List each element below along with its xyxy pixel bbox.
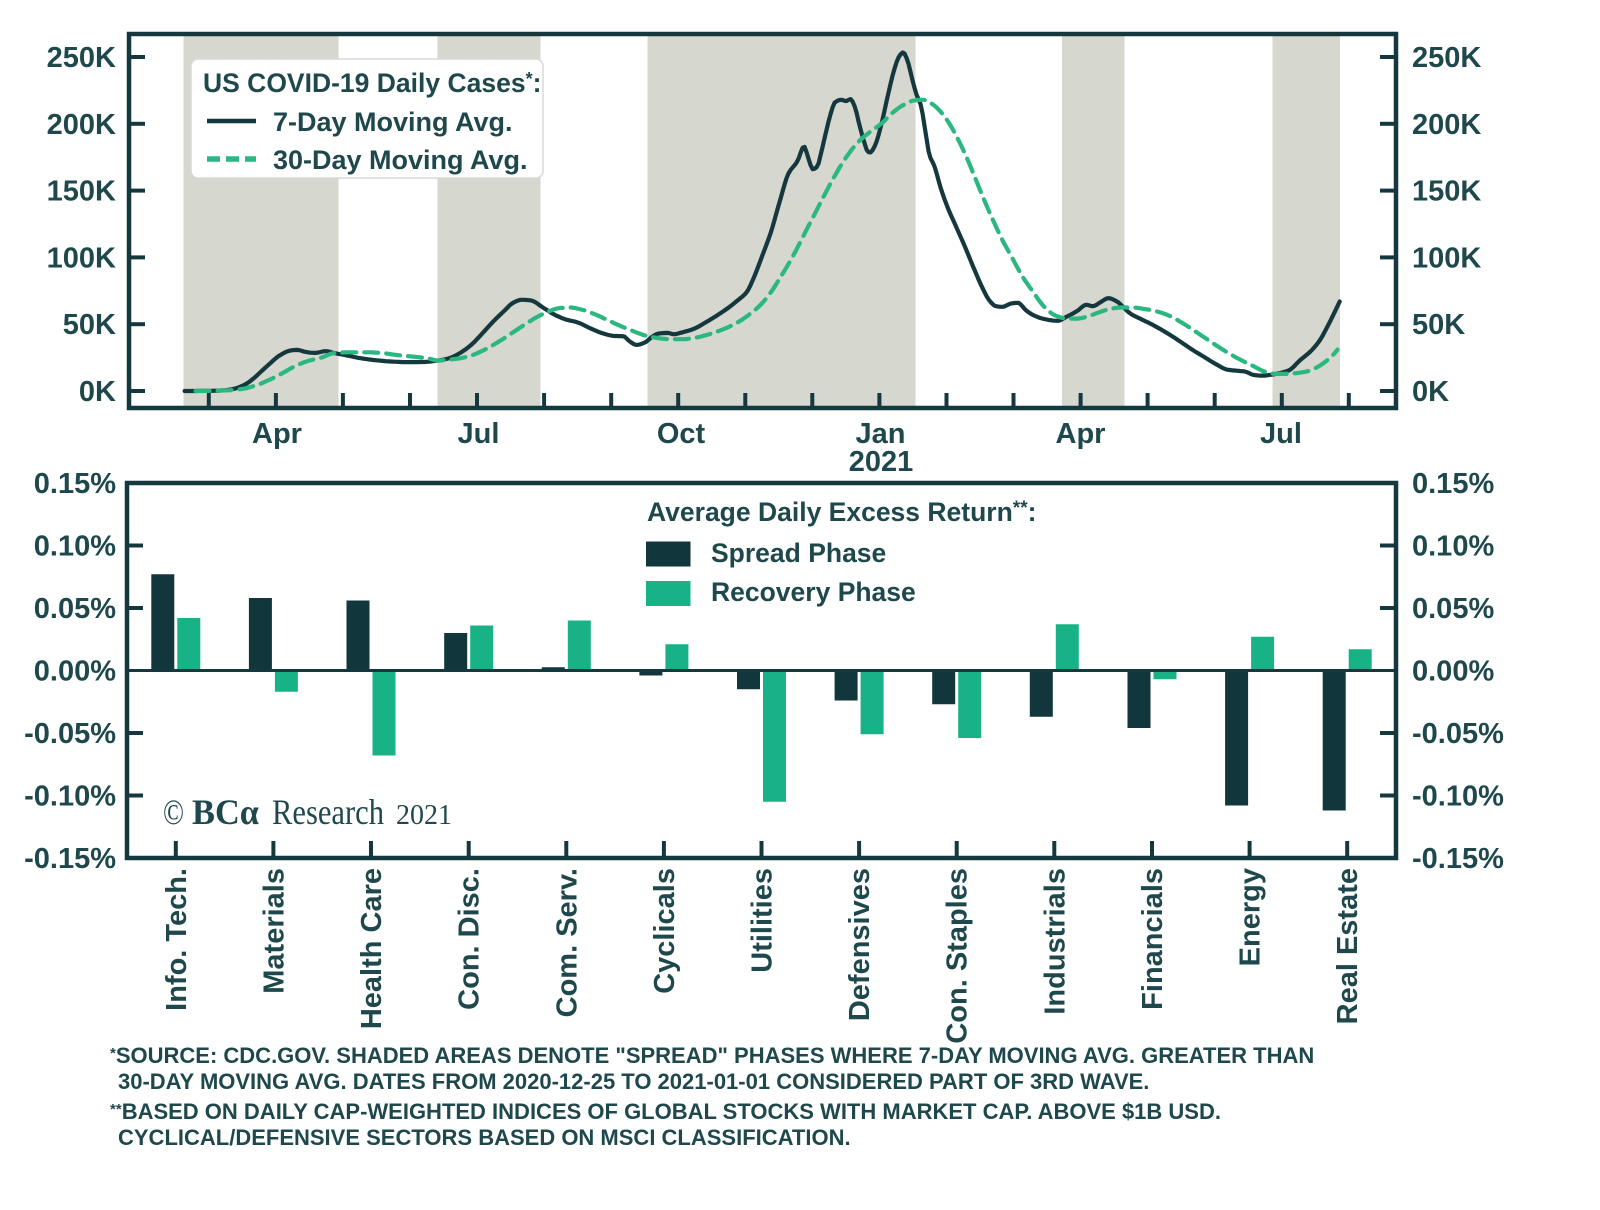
svg-text:Average Daily Excess Return**:: Average Daily Excess Return**: xyxy=(647,497,1036,527)
svg-text:-0.10%: -0.10% xyxy=(24,781,116,813)
svg-text:Apr: Apr xyxy=(1056,418,1106,450)
svg-text:0.15%: 0.15% xyxy=(1412,468,1494,500)
svg-text:0.05%: 0.05% xyxy=(1412,593,1494,625)
svg-text:Info. Tech.: Info. Tech. xyxy=(161,868,193,1011)
svg-text:**BASED ON DAILY CAP-WEIGHTED: **BASED ON DAILY CAP-WEIGHTED INDICES OF… xyxy=(110,1099,1221,1124)
svg-text:Jan: Jan xyxy=(856,418,906,450)
svg-text:Health Care: Health Care xyxy=(356,868,388,1029)
svg-text:BCα: BCα xyxy=(192,792,259,832)
svg-text:150K: 150K xyxy=(1412,176,1481,208)
svg-text:Jul: Jul xyxy=(1260,418,1302,450)
svg-text:100K: 100K xyxy=(47,242,116,274)
svg-text:50K: 50K xyxy=(63,309,116,341)
svg-text:2021: 2021 xyxy=(396,799,452,831)
svg-text:100K: 100K xyxy=(1412,242,1481,274)
svg-text:Defensives: Defensives xyxy=(844,868,876,1021)
svg-text:Oct: Oct xyxy=(657,418,706,450)
svg-text:-0.15%: -0.15% xyxy=(1412,843,1504,875)
svg-text:30-Day Moving Avg.: 30-Day Moving Avg. xyxy=(273,145,528,175)
svg-text:Real Estate: Real Estate xyxy=(1332,868,1364,1024)
svg-text:US COVID-19 Daily Cases*:: US COVID-19 Daily Cases*: xyxy=(203,68,541,98)
svg-text:Con. Disc.: Con. Disc. xyxy=(454,868,486,1010)
svg-text:Com. Serv.: Com. Serv. xyxy=(551,868,583,1017)
svg-text:Recovery Phase: Recovery Phase xyxy=(711,577,916,607)
svg-text:0K: 0K xyxy=(1412,376,1449,408)
svg-text:250K: 250K xyxy=(47,42,116,74)
svg-text:Con. Staples: Con. Staples xyxy=(942,868,974,1044)
svg-text:Utilities: Utilities xyxy=(747,868,779,973)
svg-text:0.05%: 0.05% xyxy=(34,593,116,625)
svg-text:Jul: Jul xyxy=(458,418,500,450)
svg-text:0K: 0K xyxy=(79,376,116,408)
svg-text:-0.15%: -0.15% xyxy=(24,843,116,875)
svg-text:Apr: Apr xyxy=(252,418,302,450)
svg-text:0.00%: 0.00% xyxy=(34,656,116,688)
svg-text:200K: 200K xyxy=(47,109,116,141)
svg-text:0.10%: 0.10% xyxy=(1412,531,1494,563)
svg-text:200K: 200K xyxy=(1412,109,1481,141)
svg-text:250K: 250K xyxy=(1412,42,1481,74)
svg-text:2021: 2021 xyxy=(849,446,914,478)
svg-text:*SOURCE: CDC.GOV. SHADED AREAS: *SOURCE: CDC.GOV. SHADED AREAS DENOTE "S… xyxy=(110,1043,1314,1068)
svg-text:30-DAY MOVING AVG. DATES FROM: 30-DAY MOVING AVG. DATES FROM 2020-12-25… xyxy=(118,1069,1149,1094)
svg-text:-0.05%: -0.05% xyxy=(24,718,116,750)
svg-text:Industrials: Industrials xyxy=(1039,868,1071,1015)
svg-text:Financials: Financials xyxy=(1137,868,1169,1010)
svg-text:150K: 150K xyxy=(47,176,116,208)
svg-text:Cyclicals: Cyclicals xyxy=(649,868,681,994)
svg-text:Energy: Energy xyxy=(1235,868,1267,966)
svg-text:Spread Phase: Spread Phase xyxy=(711,538,886,568)
svg-text:0.10%: 0.10% xyxy=(34,531,116,563)
svg-text:Materials: Materials xyxy=(258,868,290,994)
svg-text:-0.05%: -0.05% xyxy=(1412,718,1504,750)
svg-text:CYCLICAL/DEFENSIVE SECTORS BAS: CYCLICAL/DEFENSIVE SECTORS BASED ON MSCI… xyxy=(118,1125,851,1150)
svg-text:Research: Research xyxy=(272,792,384,832)
svg-text:7-Day Moving Avg.: 7-Day Moving Avg. xyxy=(273,107,513,137)
svg-text:50K: 50K xyxy=(1412,309,1465,341)
svg-text:0.15%: 0.15% xyxy=(34,468,116,500)
svg-text:-0.10%: -0.10% xyxy=(1412,781,1504,813)
svg-text:©: © xyxy=(163,792,184,832)
svg-text:0.00%: 0.00% xyxy=(1412,656,1494,688)
